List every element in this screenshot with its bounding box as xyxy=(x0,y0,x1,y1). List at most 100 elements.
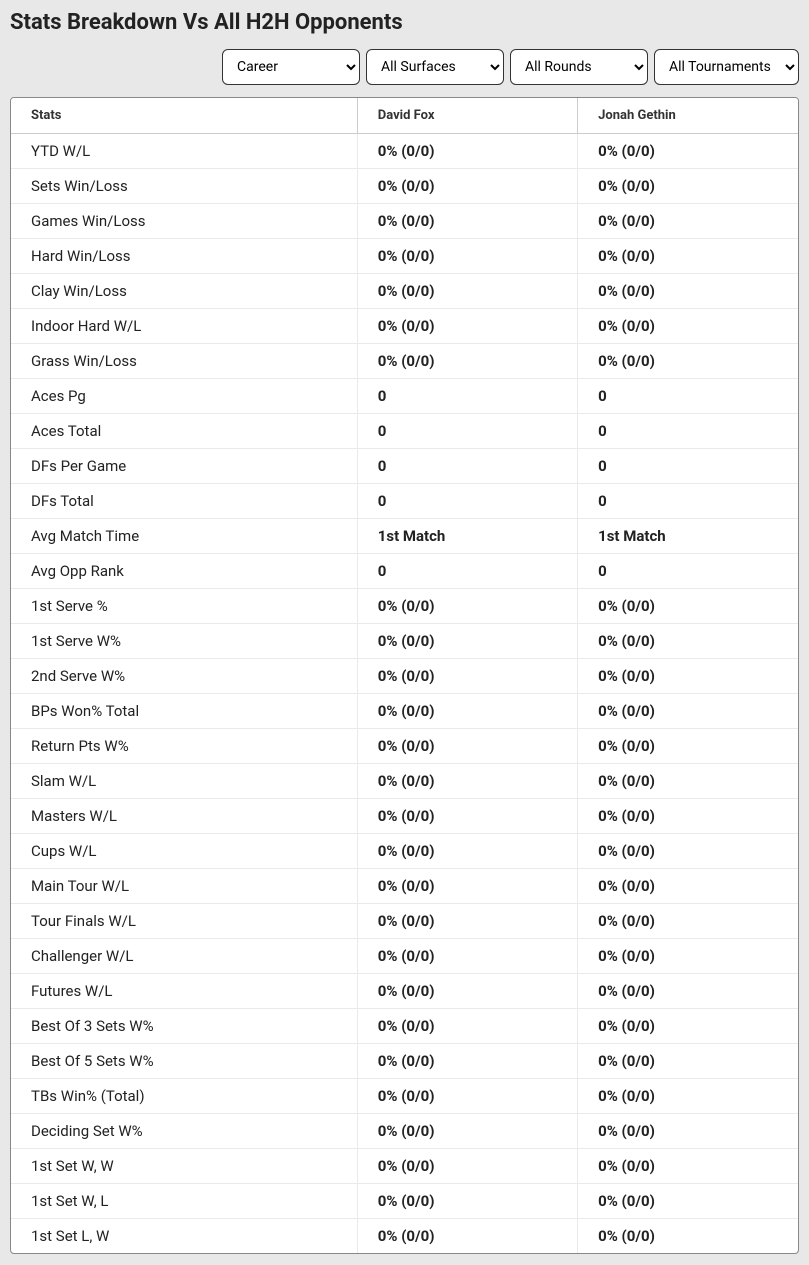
player2-value: 0 xyxy=(578,414,798,449)
player2-value: 0% (0/0) xyxy=(578,729,798,764)
stat-label: Hard Win/Loss xyxy=(11,239,357,274)
player2-value: 0% (0/0) xyxy=(578,239,798,274)
stat-label: Futures W/L xyxy=(11,974,357,1009)
player2-value: 0% (0/0) xyxy=(578,134,798,169)
player1-value: 0% (0/0) xyxy=(357,1079,577,1114)
player1-value: 0% (0/0) xyxy=(357,239,577,274)
player2-value: 0% (0/0) xyxy=(578,834,798,869)
stat-label: Indoor Hard W/L xyxy=(11,309,357,344)
table-row: 1st Serve W%0% (0/0)0% (0/0) xyxy=(11,624,798,659)
stat-label: Avg Match Time xyxy=(11,519,357,554)
player2-value: 0% (0/0) xyxy=(578,659,798,694)
player1-value: 0% (0/0) xyxy=(357,589,577,624)
stat-label: Masters W/L xyxy=(11,799,357,834)
player2-value: 0% (0/0) xyxy=(578,169,798,204)
period-select[interactable]: Career xyxy=(222,49,360,85)
player2-value: 0% (0/0) xyxy=(578,1044,798,1079)
stats-table-wrap: Stats David Fox Jonah Gethin YTD W/L0% (… xyxy=(10,97,799,1254)
player1-value: 0% (0/0) xyxy=(357,834,577,869)
player1-value: 0% (0/0) xyxy=(357,134,577,169)
player2-value: 0% (0/0) xyxy=(578,764,798,799)
stats-table: Stats David Fox Jonah Gethin YTD W/L0% (… xyxy=(11,98,798,1253)
table-row: Best Of 3 Sets W%0% (0/0)0% (0/0) xyxy=(11,1009,798,1044)
table-row: Slam W/L0% (0/0)0% (0/0) xyxy=(11,764,798,799)
player1-value: 0% (0/0) xyxy=(357,1114,577,1149)
player1-value: 0 xyxy=(357,379,577,414)
player1-value: 0% (0/0) xyxy=(357,169,577,204)
player2-value: 0% (0/0) xyxy=(578,204,798,239)
stat-label: Best Of 3 Sets W% xyxy=(11,1009,357,1044)
player2-value: 0% (0/0) xyxy=(578,1219,798,1254)
player1-value: 0% (0/0) xyxy=(357,694,577,729)
stat-label: Sets Win/Loss xyxy=(11,169,357,204)
player1-value: 0% (0/0) xyxy=(357,1149,577,1184)
table-row: Avg Opp Rank00 xyxy=(11,554,798,589)
player2-value: 0 xyxy=(578,554,798,589)
stat-label: Challenger W/L xyxy=(11,939,357,974)
table-row: 1st Set L, W0% (0/0)0% (0/0) xyxy=(11,1219,798,1254)
player1-value: 1st Match xyxy=(357,519,577,554)
player2-value: 0% (0/0) xyxy=(578,274,798,309)
stat-label: Games Win/Loss xyxy=(11,204,357,239)
table-row: 1st Set W, W0% (0/0)0% (0/0) xyxy=(11,1149,798,1184)
player2-value: 0% (0/0) xyxy=(578,694,798,729)
stat-label: 1st Serve W% xyxy=(11,624,357,659)
stat-label: 1st Serve % xyxy=(11,589,357,624)
stat-label: Return Pts W% xyxy=(11,729,357,764)
player1-value: 0 xyxy=(357,484,577,519)
stat-label: 1st Set W, W xyxy=(11,1149,357,1184)
table-row: Tour Finals W/L0% (0/0)0% (0/0) xyxy=(11,904,798,939)
stat-label: Clay Win/Loss xyxy=(11,274,357,309)
tournament-select[interactable]: All Tournaments xyxy=(654,49,799,85)
stat-label: 2nd Serve W% xyxy=(11,659,357,694)
table-row: Challenger W/L0% (0/0)0% (0/0) xyxy=(11,939,798,974)
player2-value: 0% (0/0) xyxy=(578,1079,798,1114)
player1-value: 0% (0/0) xyxy=(357,1044,577,1079)
table-row: TBs Win% (Total)0% (0/0)0% (0/0) xyxy=(11,1079,798,1114)
stat-label: TBs Win% (Total) xyxy=(11,1079,357,1114)
table-row: Cups W/L0% (0/0)0% (0/0) xyxy=(11,834,798,869)
table-row: Hard Win/Loss0% (0/0)0% (0/0) xyxy=(11,239,798,274)
table-row: Indoor Hard W/L0% (0/0)0% (0/0) xyxy=(11,309,798,344)
header-player1: David Fox xyxy=(357,98,577,134)
player1-value: 0% (0/0) xyxy=(357,1184,577,1219)
table-row: YTD W/L0% (0/0)0% (0/0) xyxy=(11,134,798,169)
player2-value: 0 xyxy=(578,449,798,484)
surface-select[interactable]: All Surfaces xyxy=(366,49,504,85)
player2-value: 0% (0/0) xyxy=(578,589,798,624)
player2-value: 0% (0/0) xyxy=(578,309,798,344)
player2-value: 0% (0/0) xyxy=(578,869,798,904)
stat-label: 1st Set L, W xyxy=(11,1219,357,1254)
player2-value: 0% (0/0) xyxy=(578,624,798,659)
player2-value: 0% (0/0) xyxy=(578,1184,798,1219)
stat-label: Main Tour W/L xyxy=(11,869,357,904)
table-row: BPs Won% Total0% (0/0)0% (0/0) xyxy=(11,694,798,729)
player1-value: 0% (0/0) xyxy=(357,764,577,799)
table-row: 1st Set W, L0% (0/0)0% (0/0) xyxy=(11,1184,798,1219)
player1-value: 0% (0/0) xyxy=(357,344,577,379)
player1-value: 0% (0/0) xyxy=(357,204,577,239)
player1-value: 0% (0/0) xyxy=(357,659,577,694)
player1-value: 0% (0/0) xyxy=(357,904,577,939)
table-row: Deciding Set W%0% (0/0)0% (0/0) xyxy=(11,1114,798,1149)
player1-value: 0% (0/0) xyxy=(357,1219,577,1254)
player1-value: 0% (0/0) xyxy=(357,939,577,974)
player1-value: 0 xyxy=(357,449,577,484)
stat-label: BPs Won% Total xyxy=(11,694,357,729)
table-row: Futures W/L0% (0/0)0% (0/0) xyxy=(11,974,798,1009)
table-row: 2nd Serve W%0% (0/0)0% (0/0) xyxy=(11,659,798,694)
table-row: Avg Match Time1st Match1st Match xyxy=(11,519,798,554)
header-player2: Jonah Gethin xyxy=(578,98,798,134)
player2-value: 0% (0/0) xyxy=(578,1149,798,1184)
stat-label: Deciding Set W% xyxy=(11,1114,357,1149)
player1-value: 0% (0/0) xyxy=(357,1009,577,1044)
table-row: Sets Win/Loss0% (0/0)0% (0/0) xyxy=(11,169,798,204)
player1-value: 0% (0/0) xyxy=(357,799,577,834)
round-select[interactable]: All Rounds xyxy=(510,49,648,85)
player2-value: 0% (0/0) xyxy=(578,939,798,974)
player1-value: 0% (0/0) xyxy=(357,729,577,764)
header-stats: Stats xyxy=(11,98,357,134)
stat-label: Slam W/L xyxy=(11,764,357,799)
player2-value: 0 xyxy=(578,379,798,414)
stat-label: DFs Total xyxy=(11,484,357,519)
